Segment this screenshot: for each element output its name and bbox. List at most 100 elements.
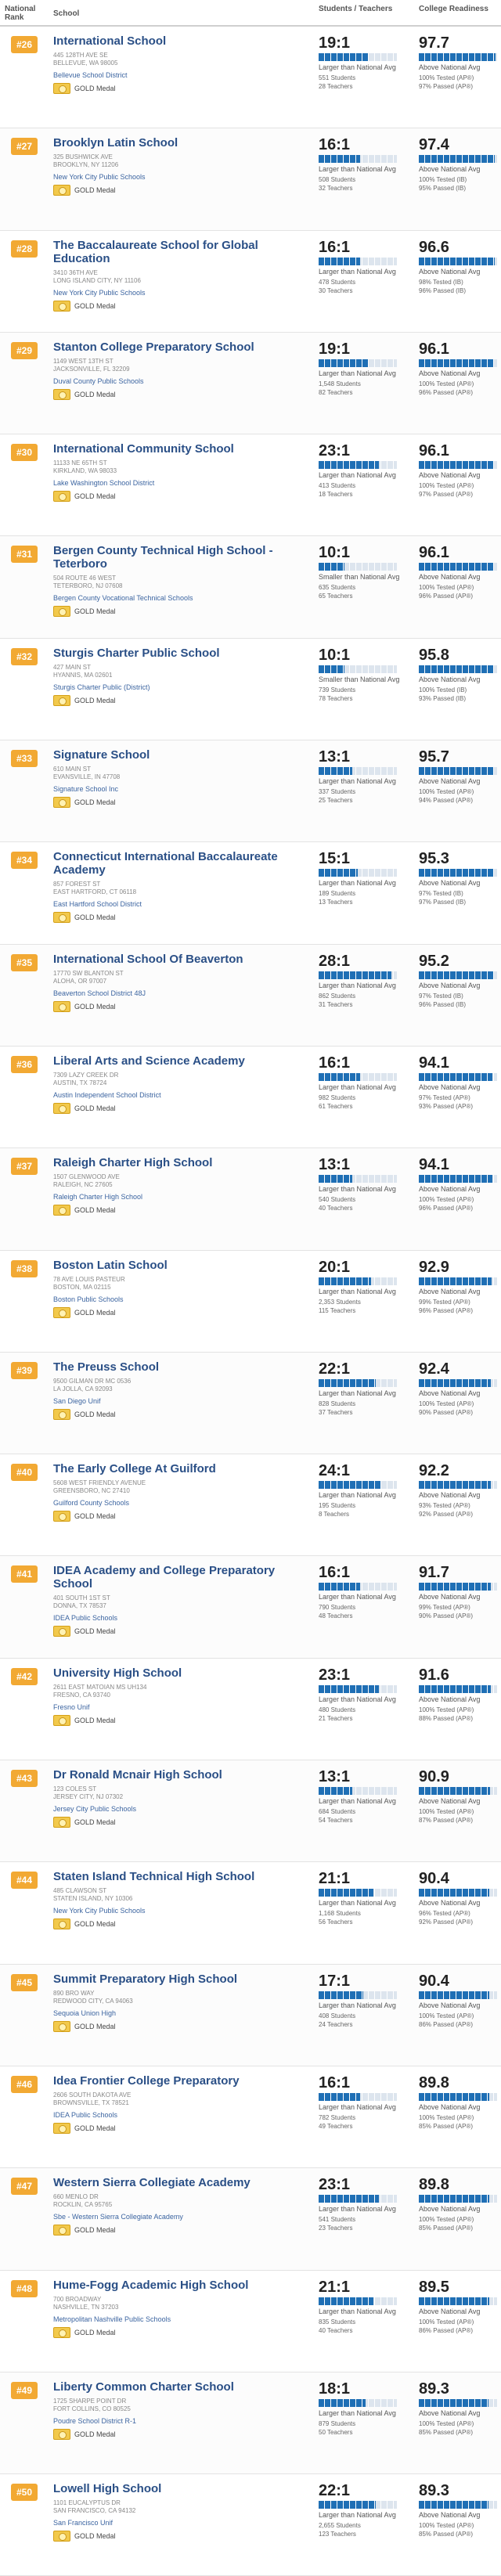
school-name-link[interactable]: Raleigh Charter High School — [53, 1156, 213, 1170]
rank-badge[interactable]: #26 — [11, 36, 38, 53]
rank-badge[interactable]: #31 — [11, 546, 38, 564]
ratio-bar — [319, 2297, 397, 2305]
school-name-link[interactable]: Liberty Common Charter School — [53, 2380, 234, 2394]
rank-badge[interactable]: #38 — [11, 1259, 38, 1277]
district-link[interactable]: Lake Washington School District — [53, 479, 155, 488]
student-count: 408 Students — [319, 2012, 356, 2019]
rank-badge[interactable]: #45 — [11, 1973, 38, 1991]
rank-badge[interactable]: #34 — [11, 852, 38, 870]
column-header-rank[interactable]: National Rank — [5, 5, 36, 22]
college-readiness-score: 92.2 — [419, 1462, 449, 1480]
school-name-link[interactable]: Brooklyn Latin School — [53, 136, 178, 150]
teacher-count: 65 Teachers — [319, 593, 353, 600]
school-name-link[interactable]: Lowell High School — [53, 2482, 162, 2496]
passed-percent: 86% Passed (AP®) — [419, 2326, 474, 2334]
readiness-bar-fill — [419, 1684, 491, 1693]
district-link[interactable]: IDEA Public Schools — [53, 1614, 118, 1623]
district-link[interactable]: Guilford County Schools — [53, 1499, 130, 1508]
district-link[interactable]: Poudre School District R-1 — [53, 2416, 137, 2425]
district-link[interactable]: Signature School Inc — [53, 785, 119, 794]
district-link[interactable]: Bellevue School District — [53, 71, 128, 79]
rank-badge[interactable]: #42 — [11, 1667, 38, 1685]
tested-percent: 100% Tested (AP®) — [419, 1196, 474, 1204]
column-header-college-readiness[interactable]: College Readiness — [419, 5, 488, 13]
school-name-link[interactable]: Staten Island Technical High School — [53, 1870, 255, 1884]
address-street: 123 COLES ST — [53, 1785, 97, 1793]
rank-badge[interactable]: #48 — [11, 2279, 38, 2297]
ratio-comparison: Larger than National Avg — [319, 1899, 396, 1908]
teacher-count: 24 Teachers — [319, 2020, 353, 2028]
rank-badge[interactable]: #27 — [11, 138, 38, 156]
district-link[interactable]: Beaverton School District 48J — [53, 989, 146, 997]
college-readiness-score: 97.4 — [419, 136, 449, 154]
rank-badge[interactable]: #30 — [11, 444, 38, 462]
rank-badge[interactable]: #40 — [11, 1464, 38, 1482]
school-row: #39 The Preuss School 9500 GILMAN DR MC … — [0, 1352, 501, 1455]
rank-badge[interactable]: #47 — [11, 2178, 38, 2196]
district-link[interactable]: New York City Public Schools — [53, 173, 146, 182]
school-name-link[interactable]: Boston Latin School — [53, 1258, 168, 1272]
district-link[interactable]: Boston Public Schools — [53, 1295, 124, 1303]
district-link[interactable]: Sequoia Union High — [53, 2009, 117, 2017]
school-name-link[interactable]: Dr Ronald Mcnair High School — [53, 1768, 222, 1782]
rank-badge[interactable]: #35 — [11, 953, 38, 971]
school-name-link[interactable]: Sturgis Charter Public School — [53, 646, 220, 660]
district-link[interactable]: IDEA Public Schools — [53, 2110, 118, 2119]
school-name-link[interactable]: International School Of Beaverton — [53, 952, 243, 966]
column-header-school[interactable]: School — [53, 9, 80, 18]
rank-badge[interactable]: #43 — [11, 1770, 38, 1788]
school-row: #49 Liberty Common Charter School 1725 S… — [0, 2372, 501, 2475]
school-name-link[interactable]: IDEA Academy and College Preparatory Sch… — [53, 1564, 276, 1591]
rank-badge[interactable]: #32 — [11, 647, 38, 665]
school-name-link[interactable]: Western Sierra Collegiate Academy — [53, 2176, 250, 2190]
district-link[interactable]: Jersey City Public Schools — [53, 1805, 137, 1814]
district-link[interactable]: Sbe - Western Sierra Collegiate Academy — [53, 2213, 183, 2221]
rank-badge[interactable]: #37 — [11, 1158, 38, 1176]
school-name-link[interactable]: Liberal Arts and Science Academy — [53, 1054, 245, 1068]
rank-badge[interactable]: #39 — [11, 1361, 38, 1379]
rank-badge[interactable]: #41 — [11, 1565, 38, 1583]
teacher-count: 123 Teachers — [319, 2531, 356, 2538]
school-name-link[interactable]: Connecticut International Baccalaureate … — [53, 850, 278, 877]
school-name-link[interactable]: The Early College At Guilford — [53, 1462, 216, 1476]
district-link[interactable]: East Hartford School District — [53, 900, 142, 909]
district-link[interactable]: New York City Public Schools — [53, 1907, 146, 1915]
district-link[interactable]: New York City Public Schools — [53, 288, 146, 297]
district-link[interactable]: San Diego Unif — [53, 1396, 101, 1405]
district-link[interactable]: Fresno Unif — [53, 1702, 90, 1711]
district-link[interactable]: Metropolitan Nashville Public Schools — [53, 2315, 171, 2323]
readiness-comparison: Above National Avg — [419, 675, 481, 683]
school-name-link[interactable]: Summit Preparatory High School — [53, 1972, 238, 1986]
school-row: #36 Liberal Arts and Science Academy 730… — [0, 1047, 501, 1149]
school-name-link[interactable]: International School — [53, 34, 167, 48]
school-name-link[interactable]: Signature School — [53, 748, 150, 762]
school-address: 660 MENLO DR ROCKLIN, CA 95765 — [53, 2193, 309, 2209]
district-link[interactable]: Sturgis Charter Public (District) — [53, 683, 150, 691]
school-name-link[interactable]: University High School — [53, 1666, 182, 1680]
rank-badge[interactable]: #46 — [11, 2075, 38, 2093]
readiness-comparison: Above National Avg — [419, 1491, 481, 1500]
column-header-students-teachers[interactable]: Students / Teachers — [319, 5, 393, 13]
rank-badge[interactable]: #36 — [11, 1055, 38, 1073]
district-link[interactable]: San Francisco Unif — [53, 2519, 114, 2527]
school-name-link[interactable]: Bergen County Technical High School - Te… — [53, 544, 273, 571]
rank-badge[interactable]: #44 — [11, 1872, 38, 1890]
rank-badge[interactable]: #28 — [11, 240, 38, 258]
school-name-link[interactable]: The Preuss School — [53, 1360, 160, 1374]
district-link[interactable]: Bergen County Vocational Technical Schoo… — [53, 594, 193, 603]
school-name-link[interactable]: International Community School — [53, 442, 234, 456]
teacher-count: 37 Teachers — [319, 1408, 353, 1416]
rank-badge[interactable]: #50 — [11, 2484, 38, 2502]
school-name-link[interactable]: Idea Frontier College Preparatory — [53, 2073, 240, 2088]
rank-badge[interactable]: #29 — [11, 341, 38, 359]
school-name-link[interactable]: The Baccalaureate School for Global Educ… — [53, 238, 258, 265]
tested-percent: 100% Tested (IB) — [419, 176, 467, 184]
district-link[interactable]: Austin Independent School District — [53, 1090, 161, 1099]
district-link[interactable]: Duval County Public Schools — [53, 376, 144, 385]
medal-label: GOLD Medal — [74, 2124, 116, 2132]
district-link[interactable]: Raleigh Charter High School — [53, 1193, 143, 1202]
school-name-link[interactable]: Hume-Fogg Academic High School — [53, 2278, 249, 2292]
rank-badge[interactable]: #49 — [11, 2381, 38, 2399]
school-name-link[interactable]: Stanton College Preparatory School — [53, 340, 254, 354]
rank-badge[interactable]: #33 — [11, 750, 38, 768]
